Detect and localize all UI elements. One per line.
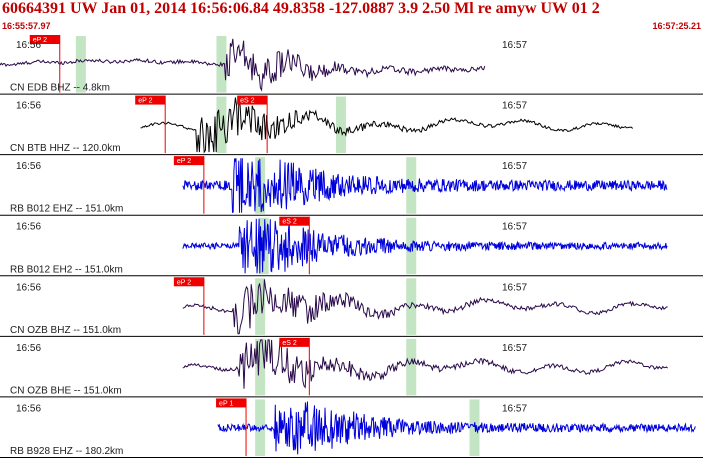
trace-panel[interactable]: eS 2 16:56 16:57 RB B012 EH2 -- 151.0km xyxy=(0,216,703,277)
time-tick-left: 16:56 xyxy=(16,282,41,293)
phase-pick-flag[interactable]: eS 2 xyxy=(237,95,268,154)
waveform-trace xyxy=(0,38,486,92)
phase-window-band xyxy=(335,96,346,154)
phase-pick-flag[interactable]: eS 2 xyxy=(279,337,310,396)
pick-flag-box xyxy=(29,35,60,44)
trace-panel[interactable]: eP 1 16:56 16:57 RB B928 EHZ -- 180.2km xyxy=(0,398,703,458)
time-tick-right: 16:57 xyxy=(502,101,527,112)
pick-label: eS 2 xyxy=(282,219,297,226)
station-label: CN EDB BHZ -- 4.8km xyxy=(10,83,110,94)
pick-label: eP 2 xyxy=(138,98,152,105)
time-tick-left: 16:56 xyxy=(16,40,41,51)
phase-window-band xyxy=(255,338,266,396)
station-label: RB B012 EH2 -- 151.0km xyxy=(10,264,123,275)
phase-window-band xyxy=(406,157,417,214)
pick-flag-box xyxy=(279,337,310,347)
waveform-trace xyxy=(182,279,668,335)
pick-label: eS 2 xyxy=(240,98,255,105)
waveform-trace xyxy=(182,338,668,389)
pick-label: eP 2 xyxy=(177,279,191,286)
phase-pick-flag[interactable]: eP 2 xyxy=(173,277,205,335)
waveform-trace xyxy=(182,158,668,213)
pick-flag-box xyxy=(135,95,166,105)
station-label: RB B012 EHZ -- 151.0km xyxy=(10,204,123,215)
waveform-trace xyxy=(140,97,633,154)
waveform-trace xyxy=(217,401,696,455)
window-start-time: 16:55:57.97 xyxy=(2,21,51,31)
phase-pick-flag[interactable]: eS 2 xyxy=(279,216,310,275)
pick-label: eP 2 xyxy=(33,37,47,44)
phase-pick-flag[interactable]: eP 2 xyxy=(135,95,166,154)
pick-label: eP 1 xyxy=(219,400,233,407)
time-tick-right: 16:57 xyxy=(502,161,527,172)
phase-pick-flag[interactable]: eP 2 xyxy=(29,35,61,93)
station-label: CN OZB BHZ -- 151.0km xyxy=(10,325,121,336)
phase-window-band xyxy=(216,96,227,154)
pick-flag-box xyxy=(237,95,268,105)
pick-flag-box xyxy=(173,277,204,287)
event-title: 60664391 UW Jan 01, 2014 16:56:06.84 49.… xyxy=(2,0,600,17)
phase-window-band xyxy=(406,338,417,396)
time-tick-left: 16:56 xyxy=(16,343,41,354)
time-tick-right: 16:57 xyxy=(502,282,527,293)
station-label: CN BTB HHZ -- 120.0km xyxy=(10,143,121,154)
seismogram-traces[interactable]: eP 2 16:56 16:57 CN EDB BHZ -- 4.8km eP 2 eS … xyxy=(0,34,703,458)
phase-window-band xyxy=(255,278,266,335)
trace-panel[interactable]: eP 2 eS 2 16:56 16:57 CN BTB HHZ -- 120.0km xyxy=(0,95,703,156)
pick-flag-box xyxy=(279,216,310,226)
time-tick-left: 16:56 xyxy=(16,222,41,233)
time-tick-left: 16:56 xyxy=(16,101,41,112)
trace-panel[interactable]: eP 2 16:56 16:57 CN OZB BHZ -- 151.0km xyxy=(0,277,703,337)
time-tick-right: 16:57 xyxy=(502,40,527,51)
pick-label: eP 2 xyxy=(177,158,191,165)
time-tick-left: 16:56 xyxy=(16,403,41,414)
phase-window-band xyxy=(75,36,86,93)
pick-flag-box xyxy=(173,156,204,166)
time-tick-right: 16:57 xyxy=(502,343,527,354)
waveform-trace xyxy=(182,218,668,274)
time-tick-right: 16:57 xyxy=(502,403,527,414)
time-tick-left: 16:56 xyxy=(16,161,41,172)
trace-panel[interactable]: eS 2 16:56 16:57 CN OZB BHE -- 151.0km xyxy=(0,337,703,398)
time-tick-right: 16:57 xyxy=(502,222,527,233)
phase-pick-flag[interactable]: eP 1 xyxy=(216,398,247,456)
station-label: RB B928 EHZ -- 180.2km xyxy=(10,446,123,457)
event-header: 60664391 UW Jan 01, 2014 16:56:06.84 49.… xyxy=(0,0,703,34)
station-label: CN OZB BHE -- 151.0km xyxy=(10,385,122,396)
trace-panel[interactable]: eP 2 16:56 16:57 RB B012 EHZ -- 151.0km xyxy=(0,156,703,216)
pick-flag-box xyxy=(216,398,247,408)
phase-window-band xyxy=(469,399,480,456)
phase-pick-flag[interactable]: eP 2 xyxy=(173,156,205,214)
trace-panel[interactable]: eP 216:56 16:57 CN EDB BHZ -- 4.8km xyxy=(0,35,703,95)
window-end-time: 16:57:25.21 xyxy=(652,21,701,31)
pick-label: eS 2 xyxy=(282,340,297,347)
